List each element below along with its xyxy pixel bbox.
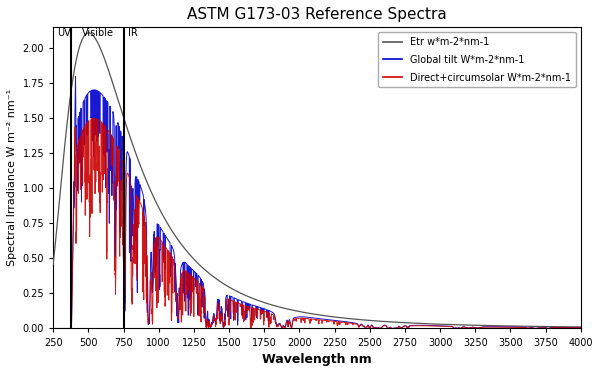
Text: Visible: Visible: [82, 28, 113, 38]
Text: IR: IR: [128, 28, 138, 38]
X-axis label: Wavelength nm: Wavelength nm: [262, 353, 372, 366]
Legend: Etr w*m-2*nm-1, Global tilt W*m-2*nm-1, Direct+circumsolar W*m-2*nm-1: Etr w*m-2*nm-1, Global tilt W*m-2*nm-1, …: [378, 32, 576, 87]
Y-axis label: Spectral Irradiance W m⁻² nm⁻¹: Spectral Irradiance W m⁻² nm⁻¹: [7, 89, 17, 266]
Title: ASTM G173-03 Reference Spectra: ASTM G173-03 Reference Spectra: [187, 7, 447, 22]
Text: UV: UV: [58, 28, 71, 38]
